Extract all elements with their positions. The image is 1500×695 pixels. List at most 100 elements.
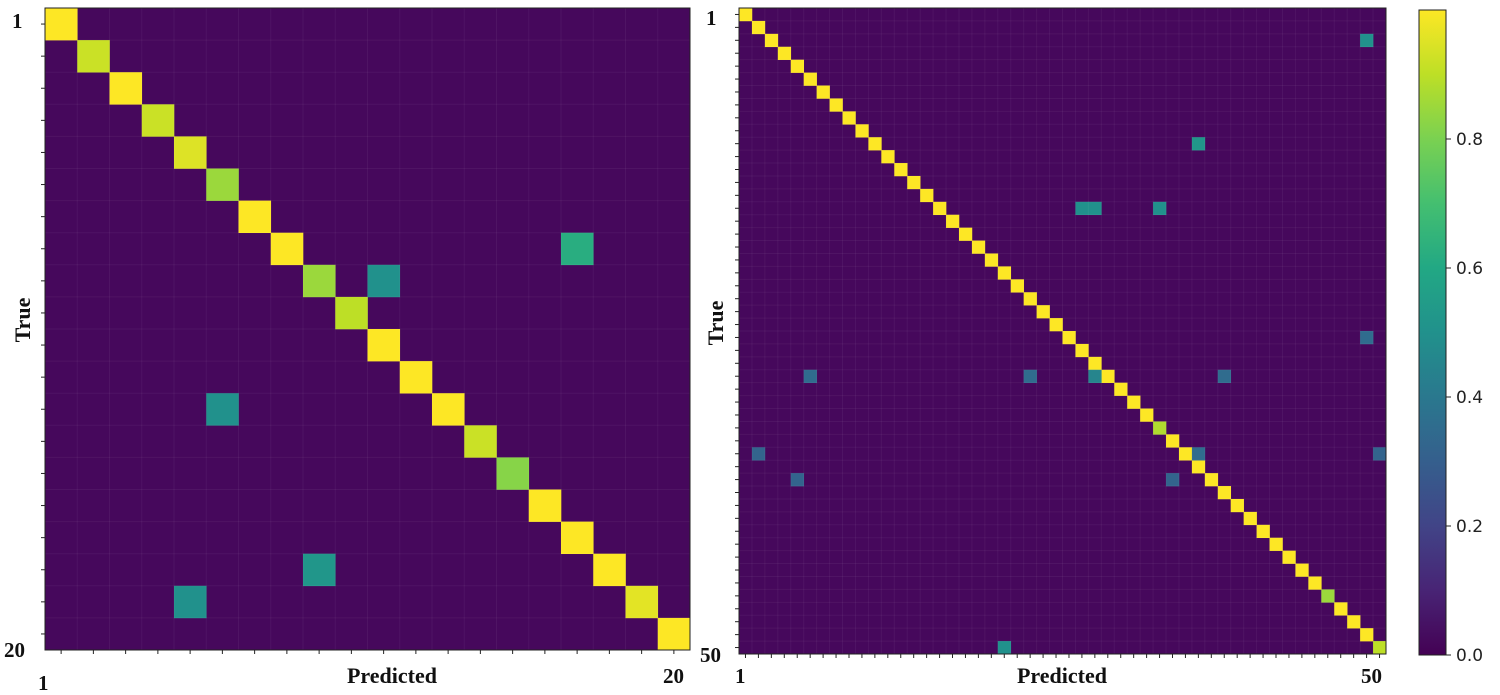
heatmap-cell-r23-c23 [1023, 292, 1037, 306]
heatmap-cell-r35-c35 [1178, 447, 1193, 461]
heatmap-cell-r6-c6 [803, 72, 817, 86]
colorbar-ticks: 0.0 0.2 0.4 0.6 0.8 [1446, 130, 1483, 666]
heatmap-cell-r48-c48 [1347, 615, 1361, 629]
heatmap-cell-r7-c7 [238, 200, 272, 233]
heatmap-cell-r19-c5 [174, 585, 207, 619]
heatmap-cell-r19-c19 [625, 585, 659, 619]
heatmap-cell-r29-c38 [1217, 369, 1232, 383]
y-axis-label: True [703, 300, 728, 345]
heatmap-cell-r27-c27 [1075, 343, 1089, 358]
confusion-matrix-20-panel: 1 20 1 20 Predicted True [4, 7, 691, 695]
heatmap-cell-r35-c50 [1373, 447, 1387, 461]
heatmap-cell-r12-c12 [399, 361, 433, 394]
heatmap-cell-r11-c36 [1191, 137, 1206, 151]
heatmap-cell-r1-c1 [45, 8, 78, 41]
heatmap-cell-r13-c13 [432, 393, 465, 426]
heatmap-cell-r33-c33 [1153, 421, 1167, 435]
heatmap-cell-r35-c36 [1191, 447, 1206, 461]
heatmap-cell-r8-c8 [829, 98, 843, 112]
heatmap-cell-r26-c49 [1360, 331, 1374, 345]
heatmap-cell-r10-c10 [855, 124, 869, 138]
confusion-matrix-50-cells [739, 8, 1387, 655]
heatmap-cell-r31-c31 [1127, 395, 1141, 409]
heatmap-cell-r44-c44 [1295, 563, 1309, 577]
heatmap-cell-r17-c17 [946, 214, 960, 228]
heatmap-cell-r29-c23 [1023, 369, 1037, 383]
heatmap-cell-r49-c49 [1360, 628, 1374, 642]
heatmap-cell-r3-c49 [1360, 33, 1374, 48]
heatmap-cell-r32-c32 [1140, 408, 1154, 422]
heatmap-cell-r50-c50 [1373, 641, 1387, 655]
heatmap-cell-r5-c5 [790, 59, 804, 73]
x-axis-label: Predicted [1017, 663, 1107, 688]
heatmap-cell-r13-c13 [894, 163, 908, 177]
heatmap-cell-r42-c42 [1269, 537, 1283, 551]
heatmap-cell-r39-c39 [1230, 498, 1244, 513]
heatmap-cell-r9-c9 [303, 264, 336, 298]
heatmap-cell-r5-c5 [174, 136, 207, 169]
heatmap-cell-r20-c20 [657, 617, 691, 651]
heatmap-cell-r15-c15 [496, 457, 530, 490]
x-tick-label-first: 1 [735, 664, 746, 688]
heatmap-cell-r37-c37 [1204, 473, 1219, 487]
heatmap-cell-r26-c26 [1062, 331, 1076, 345]
heatmap-cell-r11-c11 [868, 137, 882, 151]
y-axis-label: True [10, 297, 35, 342]
heatmap-cell-r20-c20 [984, 253, 999, 267]
y-tick-label-first: 1 [706, 6, 717, 30]
heatmap-cell-r12-c12 [881, 150, 895, 164]
confusion-matrix-20-frame [44, 7, 691, 651]
colorbar-tick-label: 0.4 [1456, 388, 1483, 408]
heatmap-cell-r28-c28 [1088, 356, 1102, 371]
confusion-matrix-50-grid [739, 8, 1386, 654]
heatmap-cell-r16-c16 [933, 201, 947, 216]
y-tick-label-last: 50 [700, 643, 721, 667]
heatmap-cell-r9-c9 [842, 111, 856, 125]
heatmap-cell-r16-c27 [1075, 201, 1089, 216]
heatmap-cell-r14-c14 [464, 425, 497, 458]
heatmap-cell-r8-c17 [561, 232, 594, 266]
colorbar-tick-label: 0.0 [1456, 646, 1483, 666]
heatmap-cell-r29-c6 [803, 369, 817, 383]
heatmap-cell-r47-c47 [1334, 602, 1348, 616]
heatmap-cell-r34-c34 [1166, 434, 1180, 448]
y-tick-label-last: 20 [4, 638, 25, 662]
heatmap-cell-r40-c40 [1243, 511, 1257, 526]
heatmap-cell-r11-c11 [367, 329, 401, 362]
heatmap-cell-r4-c4 [141, 104, 175, 137]
confusion-matrix-50-tick-marks [735, 13, 1381, 658]
colorbar-tick-label: 0.6 [1456, 259, 1483, 279]
heatmap-cell-r7-c7 [816, 85, 830, 99]
heatmap-cell-r2-c2 [77, 40, 110, 73]
heatmap-cell-r10-c10 [335, 296, 368, 330]
heatmap-cell-r13-c6 [206, 393, 239, 426]
heatmap-cell-r29-c29 [1101, 369, 1115, 383]
heatmap-cell-r18-c18 [958, 227, 973, 241]
heatmap-cell-r37-c5 [790, 473, 804, 487]
heatmap-cell-r17-c17 [561, 521, 594, 554]
heatmap-cell-r19-c19 [971, 240, 986, 254]
confusion-matrix-50-frame [738, 7, 1387, 655]
heatmap-cell-r50-c21 [997, 641, 1012, 655]
heatmap-cell-r30-c30 [1114, 382, 1128, 396]
heatmap-cell-r14-c14 [907, 175, 921, 190]
heatmap-cell-r25-c25 [1049, 318, 1063, 332]
heatmap-cell-r16-c16 [528, 489, 562, 522]
heatmap-cell-r37-c34 [1166, 473, 1180, 487]
heatmap-cell-r9-c11 [367, 264, 401, 298]
heatmap-cell-r21-c21 [997, 266, 1012, 280]
colorbar-tick-label: 0.2 [1456, 517, 1483, 537]
heatmap-cell-r4-c4 [777, 46, 792, 60]
heatmap-cell-r3-c3 [764, 33, 779, 48]
heatmap-cell-r43-c43 [1282, 550, 1296, 564]
heatmap-cell-r22-c22 [1010, 279, 1024, 293]
heatmap-cell-r24-c24 [1036, 305, 1050, 319]
heatmap-cell-r8-c8 [270, 232, 304, 266]
heatmap-cell-r16-c33 [1153, 201, 1167, 216]
x-axis-label: Predicted [347, 663, 437, 688]
heatmap-cell-r16-c28 [1088, 201, 1102, 216]
x-tick-label-last: 20 [663, 664, 684, 688]
heatmap-cell-r15-c15 [920, 188, 934, 203]
colorbar-gradient [1418, 9, 1447, 656]
